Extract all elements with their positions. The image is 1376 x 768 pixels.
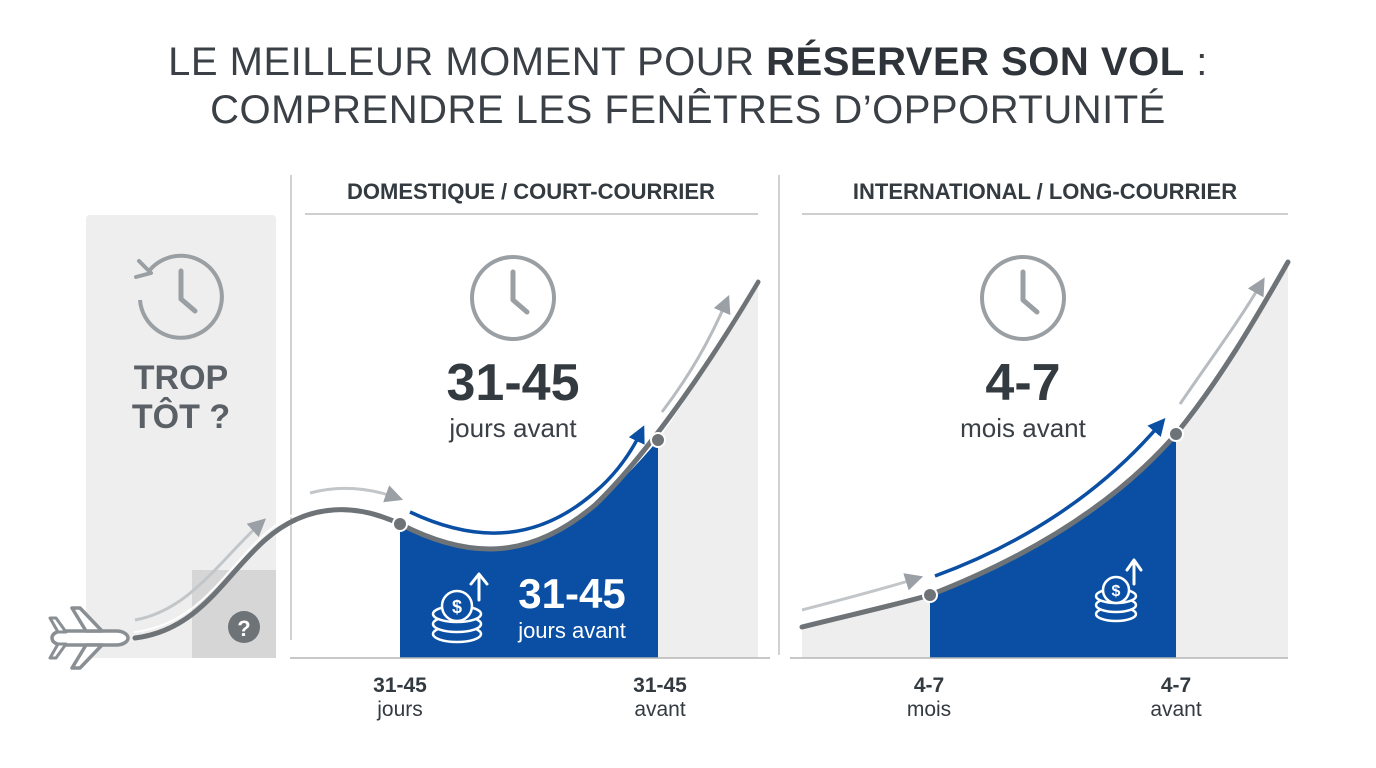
early-label-line-1: TROP (134, 359, 228, 397)
title-suffix: : (1184, 40, 1208, 84)
trend-arrow-early (134, 518, 267, 622)
title-line-2: COMPRENDRE LES FENÊTRES D’OPPORTUNITÉ (210, 88, 1166, 132)
international-optimal-zone (930, 434, 1176, 658)
axis-label-bottom: jours (376, 698, 423, 721)
axis-label-top: 4-7 (1161, 674, 1191, 697)
help-icon-glyph: ? (237, 616, 250, 641)
curve-point-domestic-start (392, 516, 408, 532)
svg-text:$: $ (452, 597, 462, 617)
clock-icon (470, 255, 556, 341)
axis-label-bottom: avant (634, 698, 686, 721)
airplane-icon (48, 606, 130, 670)
axis-label-bottom: avant (1150, 698, 1202, 721)
title-emphasis: RÉSERVER SON VOL (766, 40, 1185, 84)
international-early-zone (802, 595, 930, 658)
domestic-badge-unit: jours avant (517, 618, 626, 643)
international-unit: mois avant (960, 413, 1086, 443)
coins-up-icon: $ (1094, 558, 1143, 623)
title-prefix: LE MEILLEUR MOMENT POUR (168, 40, 767, 84)
trend-arrow-early (801, 573, 924, 612)
international-late-zone (1176, 262, 1288, 658)
early-label-line-2: TÔT ? (132, 397, 230, 436)
help-icon[interactable]: ? (228, 611, 260, 643)
trend-arrow-late (1178, 277, 1265, 405)
price-curve-international (799, 259, 1291, 630)
trend-arrow-mid (309, 485, 404, 503)
early-panel-bg (86, 215, 276, 658)
axis-label-top: 4-7 (914, 674, 944, 697)
svg-text:$: $ (1112, 583, 1121, 600)
domestic-panel: DOMESTIQUE / COURT-COURRIER 31-45 jours … (305, 179, 758, 658)
international-header: INTERNATIONAL / LONG-COURRIER (853, 179, 1237, 204)
domestic-header: DOMESTIQUE / COURT-COURRIER (347, 179, 715, 204)
price-curve-line (799, 259, 1291, 630)
domestic-unit: jours avant (448, 413, 577, 443)
early-panel-shade (192, 570, 276, 658)
domestic-axis-labels: 31-45 jours 31-45 avant (373, 674, 687, 721)
axis-label-top: 31-45 (633, 674, 687, 697)
domestic-range: 31-45 (447, 354, 580, 412)
title-line-1: LE MEILLEUR MOMENT POUR RÉSERVER SON VOL… (0, 38, 1376, 86)
domestic-late-zone (658, 282, 758, 658)
international-panel: INTERNATIONAL / LONG-COURRIER 4-7 mois a… (802, 179, 1288, 658)
trend-arrow-optimal (409, 425, 645, 535)
domestic-badge-range: 31-45 (518, 570, 625, 617)
axis-label-bottom: mois (907, 698, 951, 721)
coins-up-icon: $ (431, 572, 489, 644)
international-axis-labels: 4-7 mois 4-7 avant (907, 674, 1202, 721)
curve-point-international-start (922, 587, 938, 603)
clock-icon (980, 255, 1066, 341)
trend-arrow-optimal (934, 417, 1166, 578)
trend-arrow-late (660, 295, 731, 413)
price-curve-highlight (134, 275, 759, 633)
early-panel: TROP TÔT ? ? (86, 215, 276, 658)
axis-label-top: 31-45 (373, 674, 427, 697)
page-title: LE MEILLEUR MOMENT POUR RÉSERVER SON VOL… (0, 38, 1376, 134)
price-curve-domestic (132, 275, 761, 641)
international-range: 4-7 (985, 354, 1060, 412)
curve-point-international-end (1168, 426, 1184, 442)
curve-point-domestic-end (650, 432, 666, 448)
history-clock-icon (134, 253, 224, 340)
